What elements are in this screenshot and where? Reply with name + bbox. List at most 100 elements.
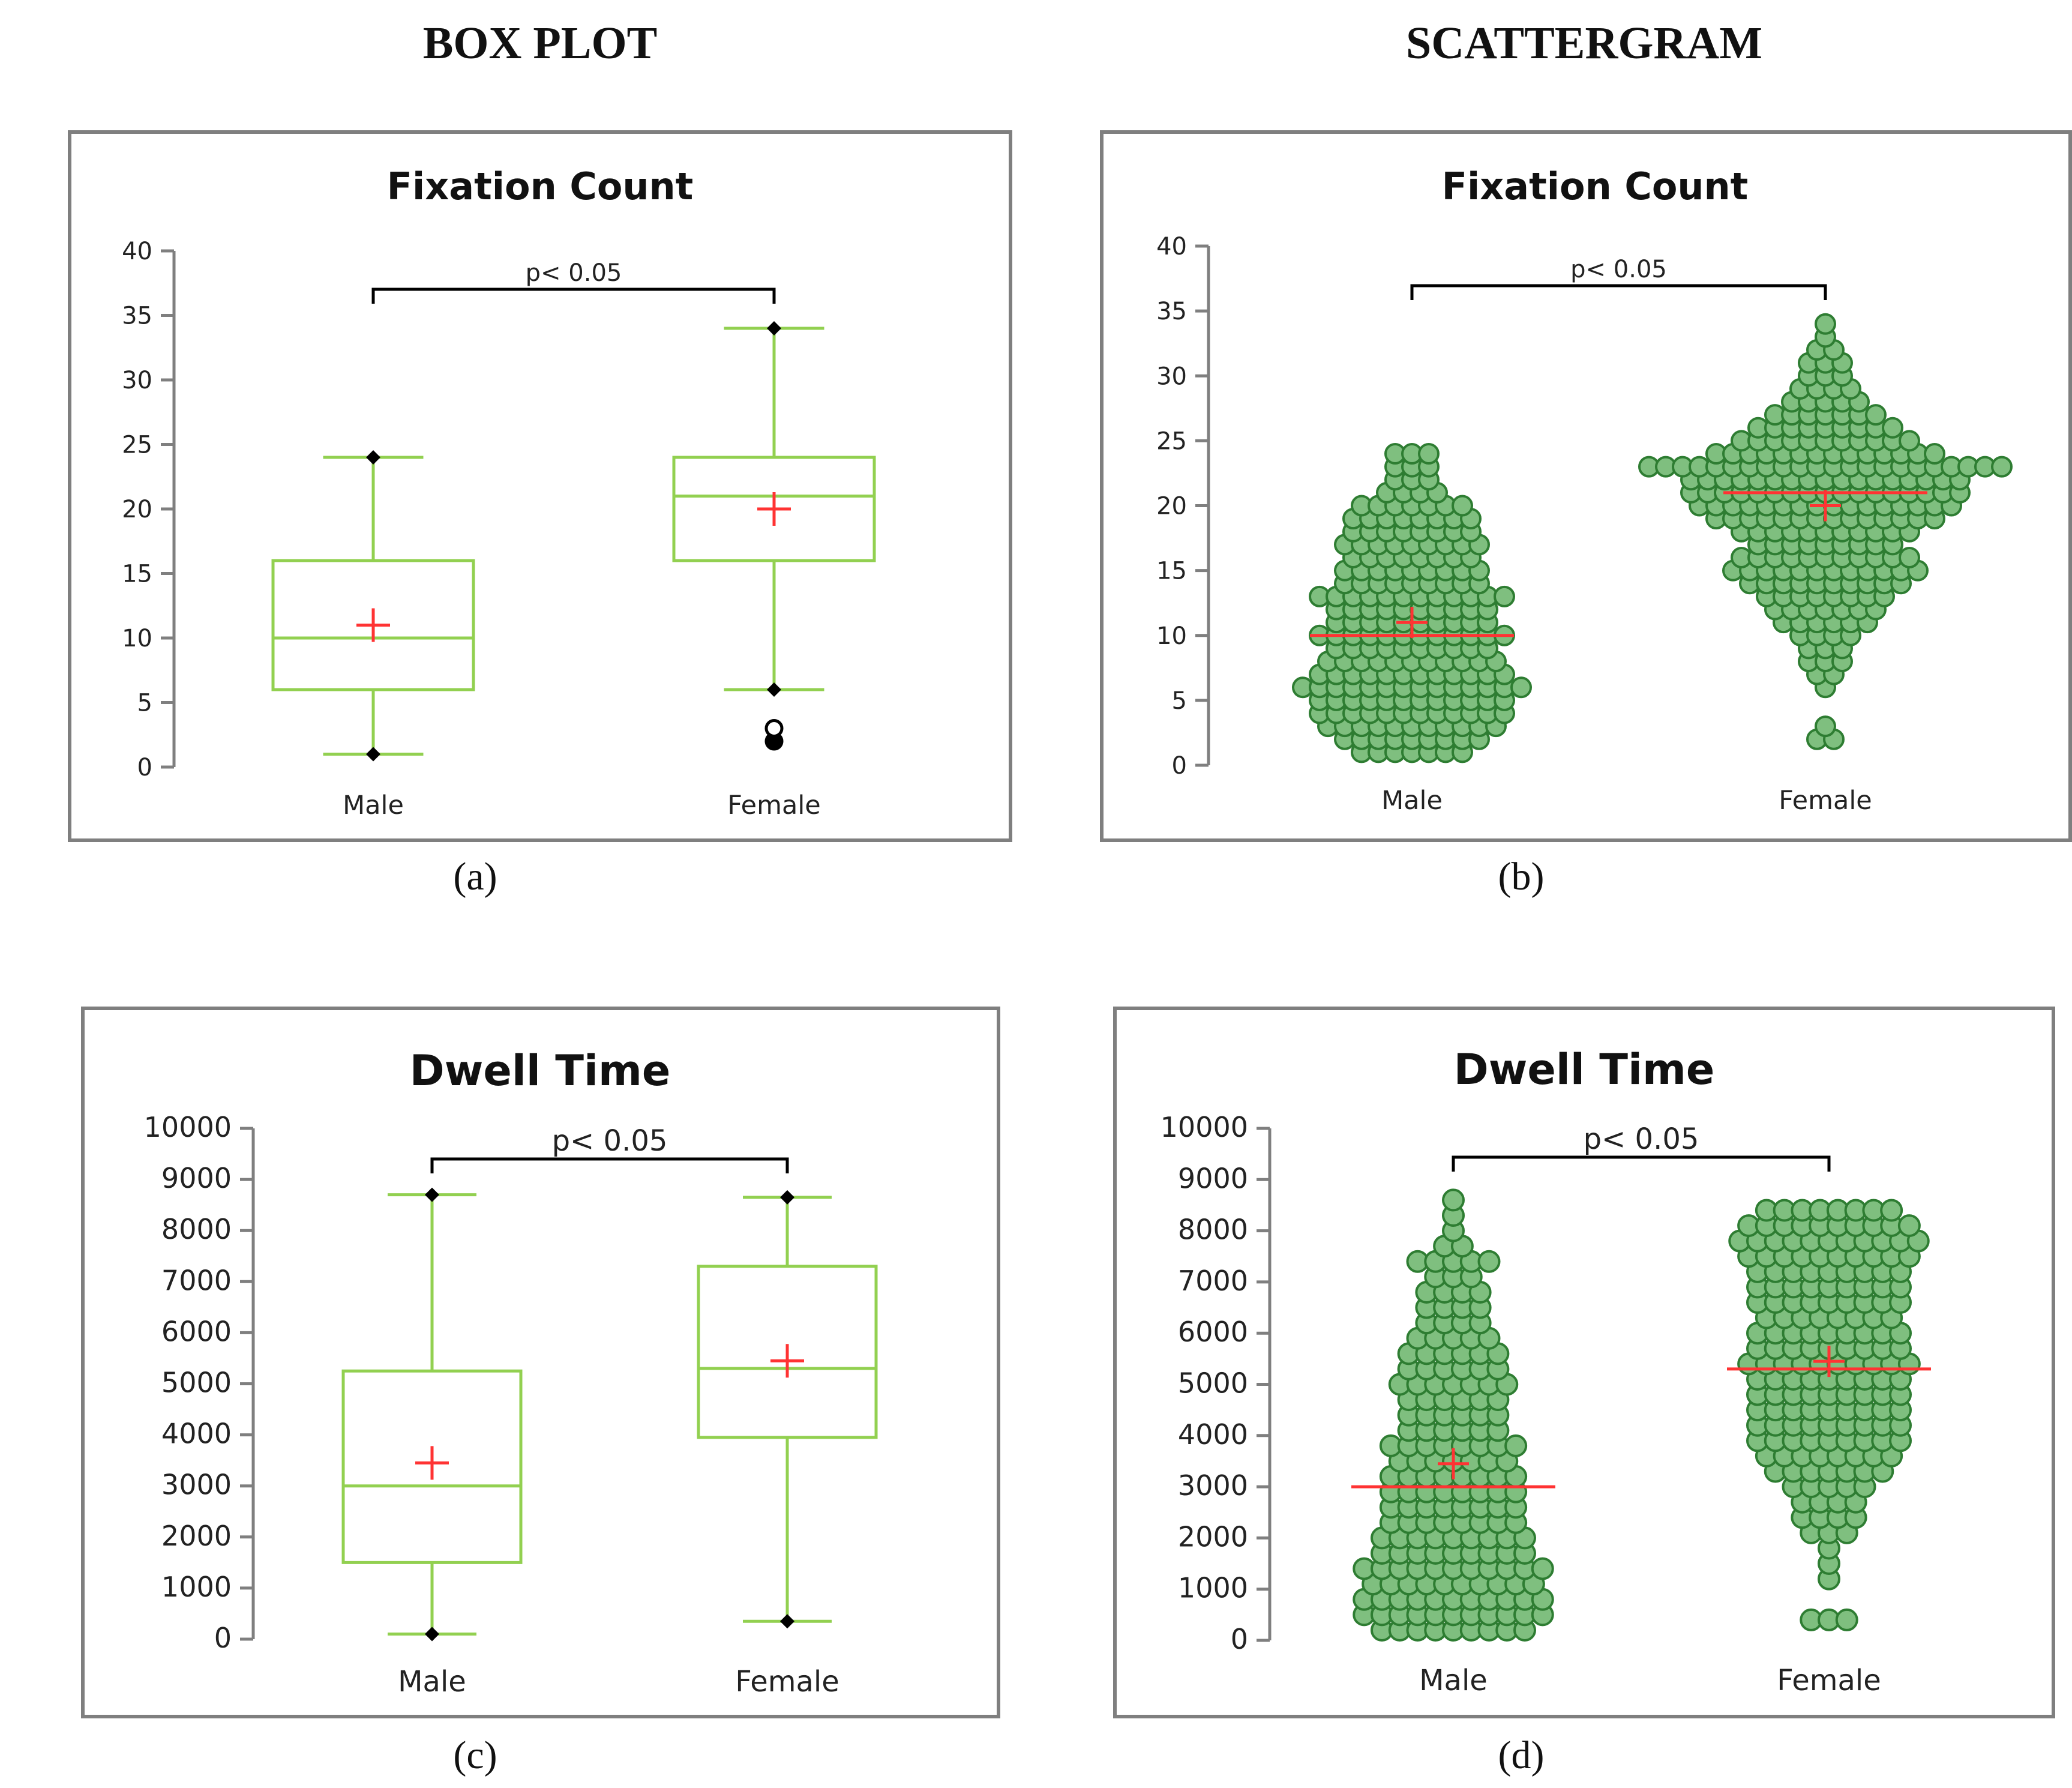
x-category-label: Female [1777, 1664, 1881, 1697]
y-tick-label: 35 [122, 303, 152, 330]
max-marker [366, 450, 380, 465]
data-point [1882, 417, 1903, 439]
y-tick-label: 3000 [1178, 1469, 1248, 1502]
box-iqr [271, 559, 475, 691]
y-tick-label: 0 [214, 1622, 232, 1654]
mean-marker [415, 1446, 449, 1480]
y-tick-label: 5 [1172, 687, 1187, 715]
data-point [1924, 443, 1945, 465]
y-tick-label: 10 [122, 625, 152, 652]
significance-bracket [1452, 1155, 1831, 1172]
chart-b: Fixation Count 0 5 10 15 20 25 30 35 40 Male Female… [1100, 130, 2072, 899]
y-tick-label: 20 [1156, 493, 1187, 520]
y-tick-label: 15 [1156, 558, 1187, 585]
data-point [1880, 1199, 1903, 1222]
y-tick-label: 40 [122, 238, 152, 265]
mean-marker [770, 1344, 804, 1378]
scatter-series-male [1351, 1188, 1555, 1642]
scatter-series-female [1638, 313, 2013, 750]
x-category-label: Female [727, 790, 820, 820]
y-tick-label: 25 [122, 432, 152, 459]
data-point [1504, 1434, 1528, 1457]
data-point [1899, 547, 1920, 568]
data-point [1899, 430, 1920, 452]
y-tick-label: 0 [1172, 752, 1187, 780]
x-category-label: Female [735, 1665, 839, 1699]
y-tick-label: 30 [1156, 363, 1187, 390]
y-tick-label: 40 [1156, 233, 1187, 260]
chart-title: Fixation Count [387, 164, 694, 208]
header-scattergram: SCATTERGRAM [1406, 18, 1762, 68]
y-tick-label: 7000 [161, 1264, 232, 1296]
chart-d: Dwell Time 0 1000 2000 3000 4000 5000 6000 7000 8… [1113, 1007, 2055, 1777]
significance-label: p< 0.05 [1570, 256, 1667, 283]
significance-label: p< 0.05 [552, 1124, 668, 1158]
y-tick-label: 10000 [1161, 1111, 1248, 1143]
min-marker [425, 1627, 439, 1642]
data-point [1991, 456, 2013, 478]
chart-frame [81, 1007, 1000, 1718]
y-tick-label: 7000 [1178, 1265, 1248, 1297]
x-category-label: Male [398, 1665, 466, 1699]
chart-frame [68, 130, 1012, 842]
chart-a: Fixation Count 0 5 10 15 20 25 30 35 40 Male Female… [68, 130, 1012, 899]
y-tick-label: 10000 [144, 1111, 232, 1143]
data-point [1531, 1557, 1554, 1580]
mean-marker [1813, 1346, 1845, 1377]
y-tick-label: 6000 [161, 1315, 232, 1347]
x-category-label: Female [1779, 786, 1872, 816]
y-tick-label: 1000 [1178, 1572, 1248, 1604]
y-tick-label: 4000 [1178, 1418, 1248, 1451]
y-tick-label: 8000 [1178, 1214, 1248, 1246]
data-point [1865, 404, 1887, 426]
max-marker [780, 1190, 794, 1205]
chart-c: Dwell Time 0 1000 2000 3000 4000 5000 6000 7000 8… [81, 1007, 1000, 1777]
box-series-male [341, 1187, 523, 1642]
y-tick-label: 9000 [161, 1162, 232, 1194]
box-series-male [271, 450, 475, 762]
y-tick-label: 30 [122, 367, 152, 394]
data-point [1510, 676, 1532, 699]
data-point [1477, 1250, 1501, 1273]
y-tick-label: 10 [1156, 622, 1187, 650]
chart-title: Dwell Time [410, 1046, 671, 1095]
max-marker [767, 321, 781, 336]
panel-caption: (b) [1498, 855, 1545, 899]
box-iqr [697, 1265, 878, 1439]
y-tick-label: 5000 [161, 1367, 232, 1399]
box-iqr [341, 1369, 523, 1564]
x-category-label: Male [1419, 1664, 1488, 1697]
panel-caption: (c) [453, 1733, 497, 1777]
data-point [1815, 715, 1836, 738]
y-tick-label: 5 [137, 690, 152, 717]
mean-marker [757, 492, 791, 526]
y-tick-label: 0 [137, 754, 152, 781]
box-series-female [697, 1190, 878, 1629]
mean-marker [1810, 490, 1841, 522]
chart-title: Dwell Time [1454, 1045, 1715, 1094]
significance-bracket [371, 287, 776, 304]
y-tick-label: 4000 [161, 1418, 232, 1450]
y-tick-label: 2000 [161, 1520, 232, 1552]
y-tick-label: 6000 [1178, 1316, 1248, 1348]
min-marker [780, 1614, 794, 1629]
panel-caption: (a) [453, 855, 497, 899]
mean-marker [356, 608, 390, 642]
significance-bracket [1410, 284, 1827, 300]
y-tick-label: 9000 [1178, 1162, 1248, 1194]
mean-marker [1396, 607, 1428, 639]
significance-bracket [430, 1157, 789, 1173]
y-tick-label: 25 [1156, 427, 1187, 455]
y-tick-label: 2000 [1178, 1520, 1248, 1553]
min-marker [767, 682, 781, 697]
y-tick-label: 15 [122, 561, 152, 588]
data-point [1494, 585, 1515, 607]
min-marker [366, 747, 380, 762]
y-tick-label: 0 [1231, 1623, 1248, 1655]
chart-title: Fixation Count [1442, 164, 1749, 208]
max-marker [425, 1187, 439, 1202]
mean-marker [1438, 1448, 1469, 1479]
data-point [1815, 313, 1836, 335]
y-tick-label: 1000 [161, 1571, 232, 1603]
